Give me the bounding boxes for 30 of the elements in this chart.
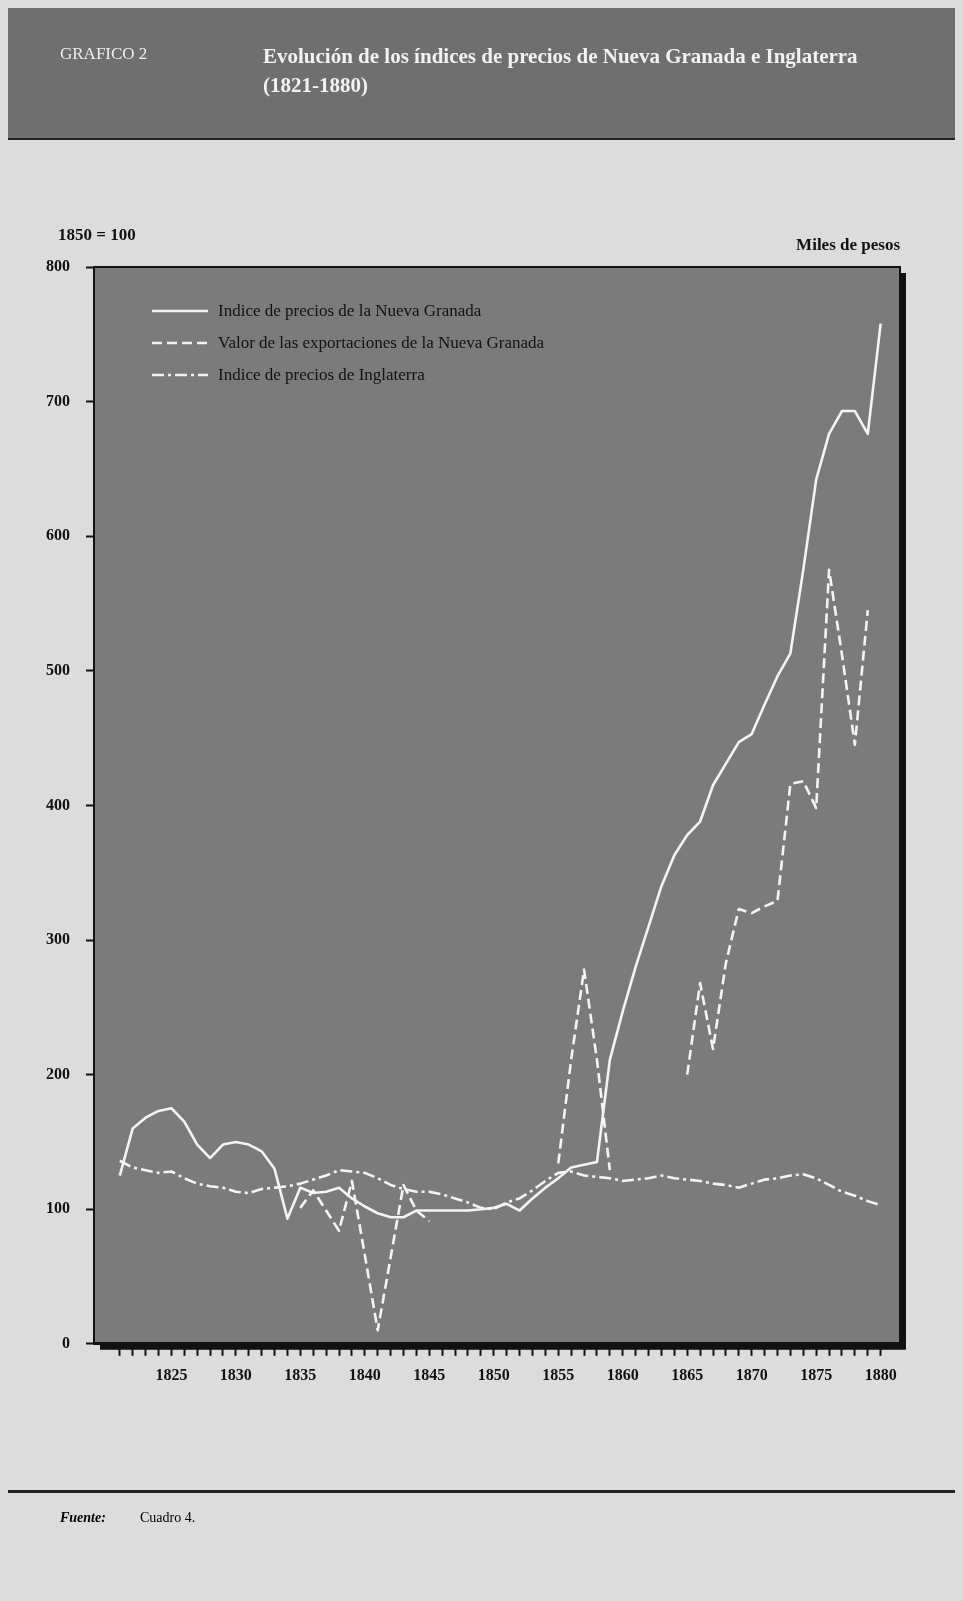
text: Miles de pesos [796,235,900,255]
x-tick-label: 1855 [542,1365,575,1383]
y-tick-label: 700 [46,391,70,409]
y-tick-label: 200 [46,1064,70,1082]
x-tick-label: 1825 [155,1365,188,1383]
y-tick-label: 300 [46,930,70,948]
legend-label: Indice de precios de la Nueva Granada [218,301,482,321]
x-tick-label: 1835 [284,1365,317,1383]
y-tick-label: 400 [46,795,70,813]
x-tick-label: 1850 [477,1365,510,1383]
x-tick-label: 1865 [671,1365,704,1383]
text: GRAFICO 2 [60,44,148,64]
x-tick-label: 1845 [413,1365,446,1383]
y-tick-label: 500 [46,660,70,678]
x-tick-label: 1840 [348,1365,381,1383]
legend-label: Valor de las exportaciones de la Nueva Granada [218,333,545,353]
x-tick-label: 1880 [864,1365,897,1383]
y-tick-label: 100 [46,1199,70,1217]
chart-title: Evolución de los índices de precios de Nueva Granada e Inglaterra (1821-1880) [263,43,859,99]
x-tick-label: 1870 [735,1365,768,1383]
y-axis-title: 1850 = 100 [58,225,136,245]
x-tick-label: 1860 [606,1365,639,1383]
text: Cuadro 4. [140,1510,196,1526]
y-tick-label: 0 [62,1333,70,1351]
y-tick-label: 800 [46,257,70,275]
y-tick-label: 600 [46,526,70,544]
x-tick-label: 1830 [219,1365,252,1383]
x-tick-label: 1875 [800,1365,833,1383]
legend-label: Indice de precios de Inglaterra [218,365,425,385]
source-note: Fuente: [60,1510,106,1526]
